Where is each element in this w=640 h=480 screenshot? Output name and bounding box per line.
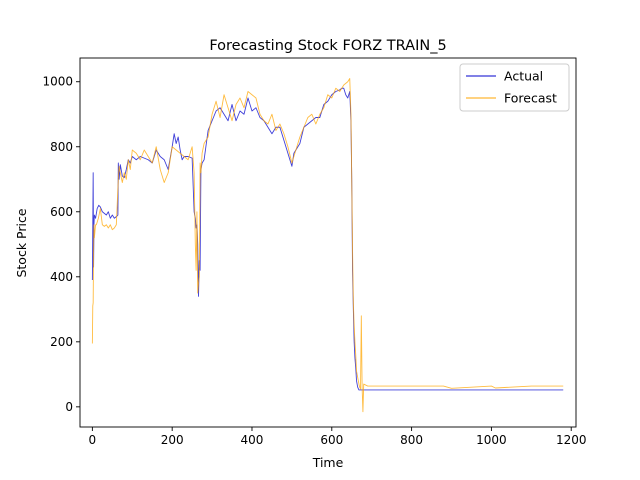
y-tick-label: 400 — [50, 270, 73, 284]
x-axis-label: Time — [312, 455, 344, 470]
x-axis: 0 200 400 600 800 1000 1200 — [89, 427, 587, 447]
series-layer — [91, 78, 564, 413]
y-tick-label: 1000 — [42, 75, 73, 89]
legend: Actual Forecast — [459, 63, 570, 112]
legend-label-forecast: Forecast — [504, 91, 557, 106]
y-tick-label: 0 — [65, 400, 73, 414]
series-line-forecast — [91, 78, 564, 413]
x-tick-label: 800 — [400, 433, 423, 447]
y-tick-label: 800 — [50, 140, 73, 154]
chart-title: Forecasting Stock FORZ TRAIN_5 — [209, 38, 446, 54]
x-tick-label: 600 — [320, 433, 343, 447]
y-axis-label: Stock Price — [14, 208, 29, 277]
x-tick-label: 1200 — [556, 433, 587, 447]
x-tick-label: 1000 — [476, 433, 507, 447]
x-tick-label: 400 — [241, 433, 264, 447]
y-tick-label: 200 — [50, 335, 73, 349]
x-tick-label: 0 — [89, 433, 97, 447]
y-tick-label: 600 — [50, 205, 73, 219]
x-tick-label: 200 — [161, 433, 184, 447]
y-axis: 0 200 400 600 800 1000 — [42, 75, 80, 414]
legend-label-actual: Actual — [504, 69, 543, 84]
plot-frame — [79, 57, 577, 428]
